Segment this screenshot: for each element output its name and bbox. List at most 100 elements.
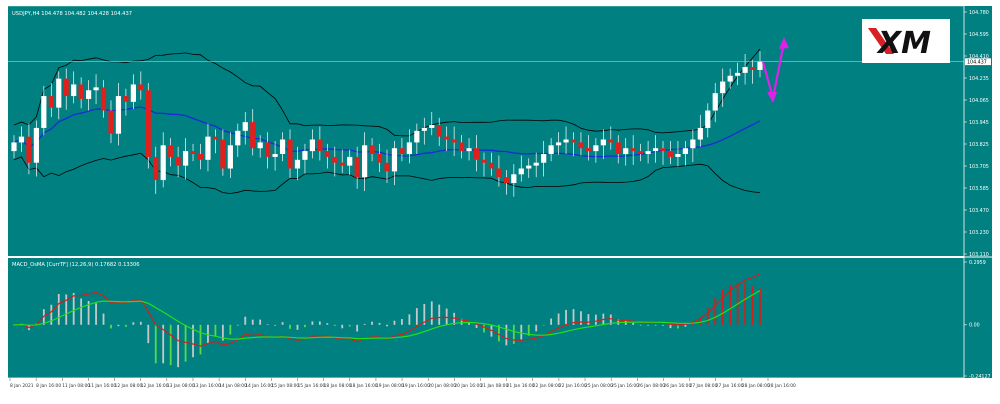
histogram-bar	[408, 314, 411, 325]
candle-body	[11, 142, 17, 152]
histogram-bar	[632, 322, 635, 325]
candle-body	[720, 81, 726, 94]
histogram-bar	[639, 324, 642, 326]
candle	[294, 146, 301, 181]
candle	[250, 109, 256, 156]
candle-body	[727, 75, 733, 82]
candle-body	[302, 151, 308, 160]
candle	[541, 140, 547, 177]
candle-body	[638, 151, 644, 155]
candle-body	[294, 159, 301, 169]
candle-body	[168, 145, 174, 157]
histogram-bar	[326, 323, 329, 325]
time-tick-label: 11 Jan 08:00	[62, 383, 90, 389]
price-tick-label: 104.410	[969, 54, 989, 60]
candle-body	[123, 96, 129, 102]
histogram-bar	[363, 323, 366, 325]
time-tick-label: 22 Jan 16:00	[559, 383, 587, 389]
candle-body	[503, 177, 509, 183]
candle-body	[742, 67, 748, 73]
candle	[324, 143, 330, 169]
histogram-bar	[520, 324, 523, 341]
histogram-bar	[311, 321, 314, 325]
candle-body	[712, 93, 718, 111]
histogram-bar	[132, 322, 135, 325]
candle	[518, 155, 524, 182]
price-axis-ticks: 104.780 104.595 104.410 104.235 104.065 103.9…	[964, 10, 989, 258]
price-tick-label: 103.110	[969, 252, 989, 258]
candle-body	[354, 156, 360, 178]
histogram-bar	[199, 324, 202, 355]
candle-body	[488, 162, 495, 169]
histogram-bar	[274, 324, 276, 326]
candle	[667, 140, 674, 165]
time-tick-label: 20 Jan 08:00	[428, 383, 456, 389]
candle-body	[324, 151, 330, 157]
time-tick-label: 19 Jan 16:00	[402, 383, 430, 389]
candle-body	[623, 148, 629, 155]
histogram-bar	[587, 314, 590, 325]
candle-body	[451, 139, 457, 143]
candle	[175, 146, 181, 178]
candle-body	[86, 90, 92, 99]
candle-body	[384, 162, 390, 172]
histogram-bar	[125, 324, 127, 327]
histogram-bar	[721, 289, 724, 325]
candle	[697, 114, 703, 147]
histogram-bar	[677, 324, 679, 329]
candle	[608, 126, 614, 150]
candle	[749, 59, 756, 84]
histogram-bar	[565, 309, 567, 325]
histogram-bar	[445, 308, 448, 325]
histogram-bar	[117, 324, 120, 327]
symbol-header: USDJPY,H4 104.478 104.482 104.428 104.43…	[12, 11, 132, 17]
candle	[570, 132, 577, 157]
macd-tick-label: 0.2959	[969, 260, 986, 266]
histogram-bar	[475, 324, 478, 328]
histogram-bar	[102, 313, 105, 325]
histogram-bar	[236, 324, 239, 326]
candle	[473, 135, 480, 172]
candle	[757, 51, 763, 78]
time-tick-label: 25 Jan 16:00	[611, 383, 639, 389]
candle-body	[459, 142, 465, 152]
time-tick-label: 8 Jan 16:00	[36, 383, 61, 389]
candle-body	[41, 96, 47, 128]
time-tick-label: 12 Jan 08:00	[115, 383, 143, 389]
candle	[705, 103, 711, 138]
time-tick-label: 21 Jan 08:00	[480, 383, 508, 389]
candle-body	[100, 87, 107, 111]
price-tick-label: 104.235	[969, 76, 989, 82]
candle-body	[71, 84, 77, 97]
candle-body	[287, 139, 293, 169]
candle	[130, 74, 136, 110]
candle-body	[339, 162, 345, 166]
candle	[526, 158, 532, 178]
histogram-bar	[333, 324, 336, 326]
macd-pane[interactable]	[8, 258, 964, 378]
price-tick-label: 104.065	[969, 98, 989, 104]
candle	[242, 111, 248, 145]
histogram-bar	[572, 309, 575, 325]
candle	[593, 138, 599, 163]
candle	[466, 138, 472, 161]
candle	[205, 123, 211, 172]
time-tick-label: 15 Jan 08:00	[271, 383, 299, 389]
histogram-bar	[87, 300, 90, 325]
candle	[548, 138, 554, 162]
macd-tick-label: -0.24127	[969, 374, 991, 380]
candle	[399, 138, 405, 162]
logo-red-slash	[868, 28, 894, 54]
bollinger-upper	[13, 48, 761, 137]
time-tick-label: 27 Jan 08:00	[690, 383, 718, 389]
price-tick-label: 103.585	[969, 186, 989, 192]
candle	[690, 129, 696, 162]
histogram-bar	[580, 311, 582, 325]
price-pane[interactable]	[8, 6, 964, 256]
candle-body	[429, 125, 435, 128]
candle	[369, 138, 375, 162]
price-tick-label: 103.705	[969, 164, 989, 170]
candle-body	[235, 130, 241, 146]
histogram-bar	[542, 324, 545, 326]
